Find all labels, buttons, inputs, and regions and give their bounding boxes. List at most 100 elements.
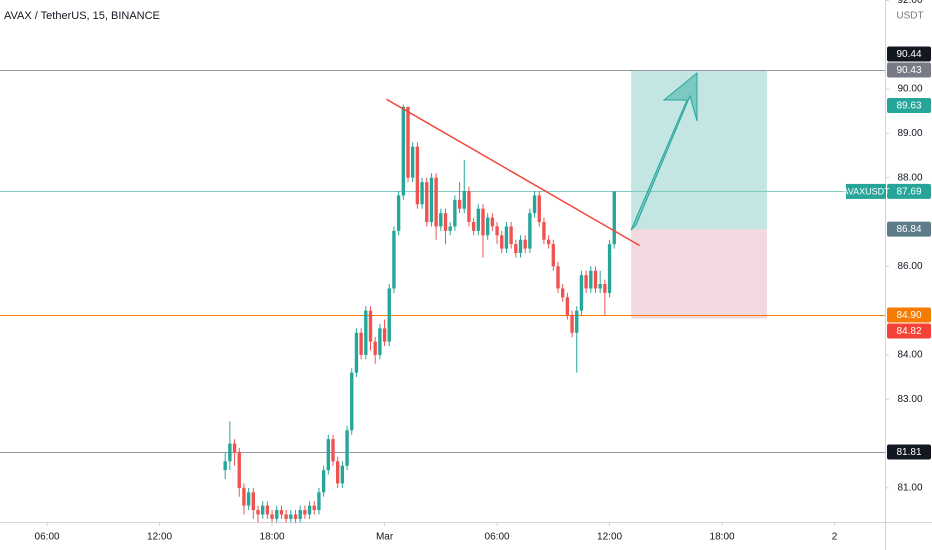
candle-body	[232, 443, 237, 453]
y-tick-label: 89.00	[897, 128, 922, 139]
price-label-box	[887, 46, 931, 62]
trend-line	[386, 98, 640, 247]
candle-body	[556, 266, 560, 289]
candle-body	[411, 146, 415, 178]
candle-body	[350, 372, 354, 431]
candle-body	[237, 452, 241, 488]
candle-body	[312, 505, 316, 511]
price-label: 84.90	[896, 310, 921, 321]
candle-body	[279, 510, 284, 515]
price-label-box	[887, 323, 931, 339]
candle-body	[387, 288, 391, 342]
candle-body	[518, 239, 523, 254]
candle-body	[303, 510, 307, 515]
candle-body	[406, 106, 410, 178]
y-tick-label: 83.00	[897, 394, 922, 405]
candle-body	[546, 239, 551, 245]
candle-body	[270, 514, 274, 519]
candle-body	[565, 297, 570, 316]
candle-body	[307, 505, 312, 515]
candle-body	[448, 226, 452, 231]
price-label: 84.82	[896, 326, 921, 337]
candle-body	[453, 199, 457, 227]
candle-body	[481, 208, 485, 236]
candle-body	[228, 443, 232, 462]
price-unit: USDT	[896, 11, 923, 22]
symbol-tag-box	[846, 183, 886, 199]
candle-body	[336, 461, 340, 484]
forecast-arrow	[630, 71, 698, 231]
candle-body	[523, 239, 527, 249]
candle-body	[275, 510, 279, 519]
candle-body	[396, 195, 401, 231]
candle-body	[284, 514, 288, 519]
candle-body	[256, 510, 260, 515]
price-label: 90.43	[896, 65, 921, 76]
candle-body	[528, 213, 532, 249]
candle-body	[368, 310, 373, 342]
candle-body	[354, 332, 359, 373]
candle-body	[246, 492, 251, 506]
candle-body	[340, 465, 345, 484]
candle-body	[364, 310, 368, 355]
candle-body	[382, 328, 387, 342]
x-tick-label: 06:00	[485, 532, 510, 543]
y-tick-label: 86.00	[897, 261, 922, 272]
y-tick-label: 90.00	[897, 84, 922, 95]
candle-body	[471, 222, 476, 231]
candle-body	[359, 332, 363, 355]
x-tick-label: 2	[832, 532, 838, 543]
candle-body	[261, 505, 265, 515]
candle-body	[317, 492, 321, 511]
x-tick-label: 18:00	[710, 532, 735, 543]
price-label-box	[887, 62, 931, 78]
price-label-box	[887, 183, 931, 199]
candle-body	[589, 270, 593, 289]
x-tick-label: 18:00	[260, 532, 285, 543]
candle-body	[415, 146, 420, 205]
price-label: 89.63	[896, 101, 921, 112]
y-tick-label: 92.00	[897, 0, 922, 6]
candle-body	[457, 199, 462, 209]
price-label: 87.69	[896, 187, 921, 198]
candle-body	[298, 510, 302, 519]
candle-body	[584, 275, 588, 289]
x-tick-label: 12:00	[597, 532, 622, 543]
candle-body	[420, 182, 424, 205]
candle-body	[326, 439, 330, 471]
candle-body	[504, 226, 509, 249]
candle-body	[429, 177, 434, 223]
candle-body	[561, 288, 565, 298]
candle-body	[331, 439, 335, 462]
symbol-tag: AVAXUSDT	[842, 186, 890, 196]
candle-body	[443, 213, 448, 231]
stop-zone	[631, 229, 768, 319]
candle-body	[289, 514, 293, 519]
candle-body	[293, 514, 298, 519]
candle-body	[223, 461, 227, 471]
candle-body	[542, 222, 546, 240]
price-label-box	[887, 307, 931, 323]
y-tick-label: 88.00	[897, 172, 922, 183]
candle-body	[373, 341, 377, 355]
candle-body	[551, 244, 555, 267]
candle-body	[251, 492, 255, 511]
x-tick-label: 12:00	[147, 532, 172, 543]
candle-body	[321, 470, 326, 493]
candle-body	[579, 275, 584, 311]
candle-body	[490, 217, 495, 227]
x-tick-label: 06:00	[35, 532, 60, 543]
candle-body	[345, 430, 349, 466]
price-label-box	[887, 444, 931, 460]
candle-body	[514, 244, 518, 254]
candle-body	[242, 487, 246, 506]
candle-body	[434, 177, 438, 227]
candle-body	[476, 208, 480, 231]
candle-body	[265, 505, 270, 515]
price-label-box	[887, 97, 931, 113]
price-label: 90.44	[896, 49, 921, 60]
candle-body	[378, 328, 382, 355]
plot-area	[0, 70, 885, 524]
